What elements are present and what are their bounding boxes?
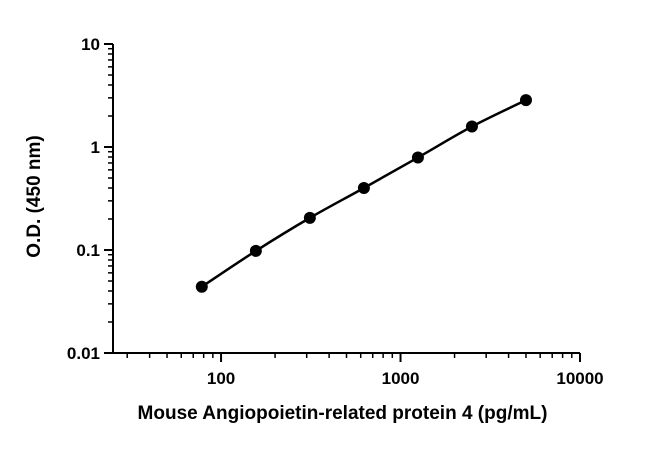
x-axis-title: Mouse Angiopoietin-related protein 4 (pg… xyxy=(138,403,548,424)
y-tick-label: 1 xyxy=(91,138,100,157)
y-tick-label: 0.1 xyxy=(76,241,100,260)
data-point xyxy=(519,94,532,107)
tick-labels: 0.01 0.1 1 10 100 1000 10000 xyxy=(67,35,604,388)
data-points xyxy=(195,94,532,293)
x-tick-label: 10000 xyxy=(556,369,603,388)
x-tick-label: 100 xyxy=(207,369,235,388)
x-tick-label: 1000 xyxy=(382,369,420,388)
data-point xyxy=(411,151,424,164)
axis-ticks xyxy=(104,43,581,362)
data-point xyxy=(195,280,208,293)
y-tick-label: 10 xyxy=(81,35,100,54)
y-tick-label: 0.01 xyxy=(67,344,100,363)
y-axis-title: O.D. (450 nm) xyxy=(24,135,45,257)
data-point xyxy=(249,244,262,257)
data-point xyxy=(465,120,478,133)
data-point xyxy=(357,181,370,194)
data-point xyxy=(303,211,316,224)
